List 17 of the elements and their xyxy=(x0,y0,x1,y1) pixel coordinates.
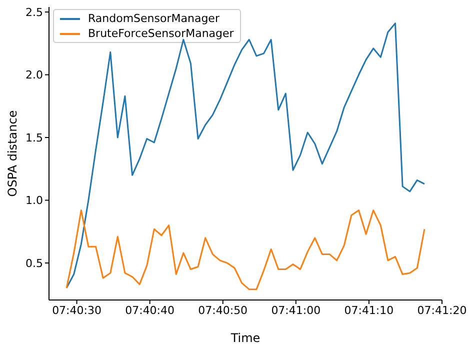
legend-label: BruteForceSensorManager xyxy=(88,26,234,41)
x-tick-label: 07:41:00 xyxy=(271,304,321,317)
x-tick-label: 07:40:30 xyxy=(52,304,102,317)
y-tick-label: 1.0 xyxy=(26,194,43,208)
y-tick-label: 2.5 xyxy=(26,6,43,19)
x-tick-label: 07:40:40 xyxy=(125,304,175,317)
x-tick-label: 07:40:50 xyxy=(198,304,248,317)
y-tick-label: 0.5 xyxy=(26,256,43,270)
y-tick-label: 2.0 xyxy=(26,68,43,82)
x-axis-title: Time xyxy=(230,331,260,344)
x-tick-label: 07:41:10 xyxy=(344,304,394,317)
line-series xyxy=(66,22,426,289)
y-axis-title: OSPA distance xyxy=(5,110,20,197)
y-tick-label: 1.5 xyxy=(26,131,43,144)
x-tick-label: 07:41:20 xyxy=(417,304,467,317)
legend-label: RandomSensorManager xyxy=(88,11,220,26)
line-series xyxy=(66,210,426,290)
